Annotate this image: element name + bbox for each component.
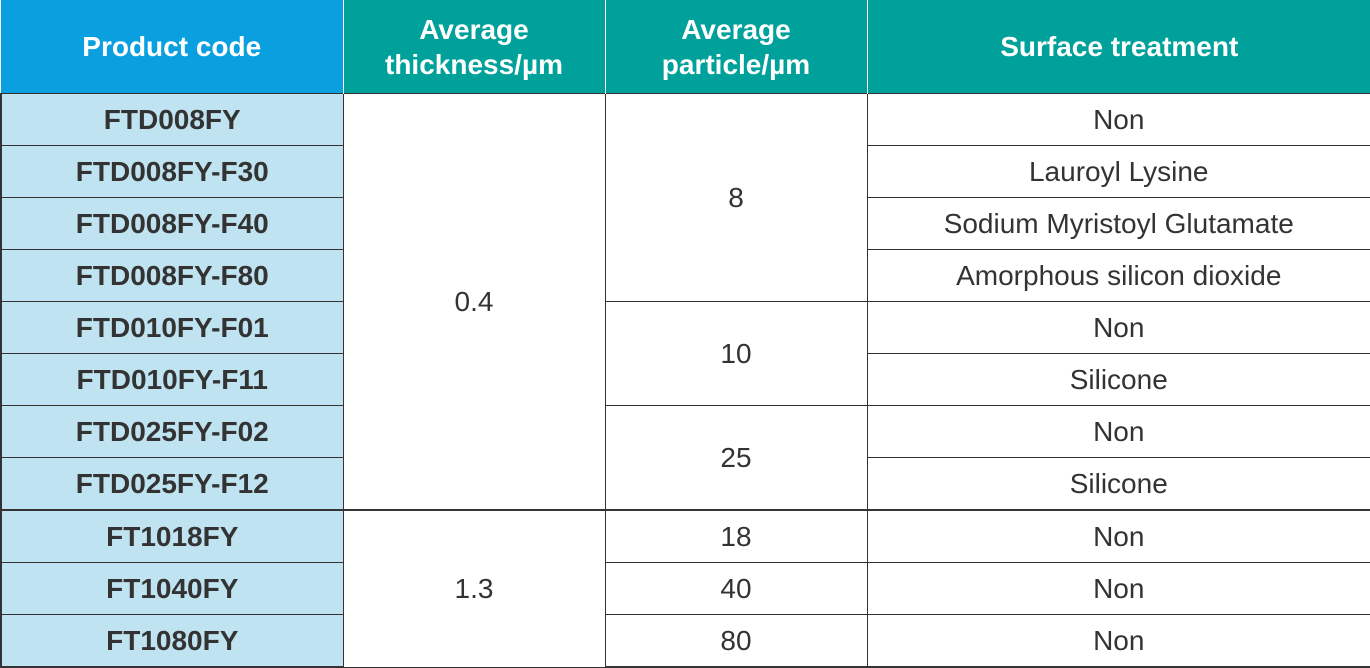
particle-cell: 18 [604, 509, 868, 563]
treatment-cell: Non [866, 509, 1370, 563]
product-code-cell: FT1018FY [0, 509, 344, 563]
table-row: FTD008FY 0.4 8 Non [0, 93, 1370, 511]
particle-cell: 8 [604, 93, 868, 302]
table-row: FTD025FY-F02 25 Non [0, 405, 1370, 511]
product-code-cell: FTD025FY-F12 [0, 457, 344, 511]
table-row: FTD010FY-F11 Silicone [0, 353, 1370, 406]
table-row: FT1080FY 80 Non [0, 614, 1370, 668]
treatment-cell: Silicone [866, 353, 1370, 406]
treatment-cell: Non [866, 614, 1370, 668]
treatment-cell: Silicone [866, 457, 1370, 511]
treatment-cell: Non [866, 562, 1370, 615]
header-average-particle-line1: Average [681, 13, 791, 45]
product-code-cell: FTD008FY [0, 93, 344, 146]
header-average-thickness-line1: Average [419, 13, 529, 45]
header-average-particle-line2: particle/µm [661, 48, 811, 80]
treatment-cell: Sodium Myristoyl Glutamate [866, 197, 1370, 250]
product-code-cell: FTD010FY-F01 [0, 301, 344, 354]
product-code-cell: FTD008FY-F40 [0, 197, 344, 250]
treatment-cell: Amorphous silicon dioxide [866, 249, 1370, 302]
product-code-cell: FT1040FY [0, 562, 344, 615]
header-product-code: Product code [1, 0, 344, 94]
table-row: FT1040FY 40 Non [0, 562, 1370, 615]
treatment-cell: Non [866, 301, 1370, 354]
product-code-cell: FTD008FY-F30 [0, 145, 344, 198]
particle-cell: 25 [604, 405, 868, 511]
table-row: FTD010FY-F01 10 Non [0, 301, 1370, 406]
header-average-particle: Average particle/µm [605, 0, 868, 94]
header-average-thickness-line2: thickness/µm [385, 48, 563, 80]
header-average-thickness: Average thickness/µm [343, 0, 606, 94]
product-code-cell: FTD008FY-F80 [0, 249, 344, 302]
header-surface-treatment: Surface treatment [867, 0, 1370, 94]
particle-cell: 80 [604, 614, 868, 668]
header-row: Product code Average thickness/µm Averag… [1, 0, 1370, 94]
thickness-cell: 0.4 [342, 93, 606, 511]
product-code-cell: FTD025FY-F02 [0, 405, 344, 458]
thickness-cell: 1.3 [342, 509, 606, 668]
table-row: FT1018FY 1.3 18 Non [0, 509, 1370, 668]
particle-cell: 10 [604, 301, 868, 406]
product-code-cell: FTD010FY-F11 [0, 353, 344, 406]
treatment-cell: Lauroyl Lysine [866, 145, 1370, 198]
treatment-cell: Non [866, 93, 1370, 146]
treatment-cell: Non [866, 405, 1370, 458]
product-code-cell: FT1080FY [0, 614, 344, 668]
table-row: FTD008FY-F80 Amorphous silicon dioxide [0, 249, 1370, 302]
header-product-code-label: Product code [82, 31, 262, 62]
particle-cell: 40 [604, 562, 868, 615]
header-surface-treatment-label: Surface treatment [1000, 31, 1239, 62]
